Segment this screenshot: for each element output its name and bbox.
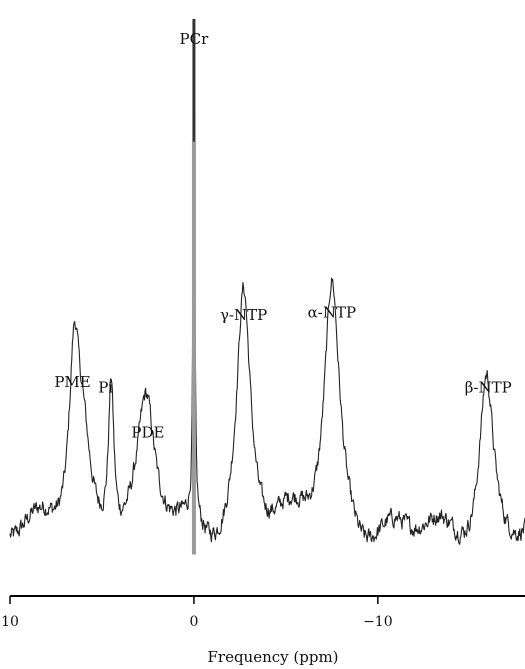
peak-label-4: γ-NTP <box>220 306 267 324</box>
plot-area <box>9 18 525 555</box>
x-axis-label: Frequency (ppm) <box>207 648 338 666</box>
spectrum-line <box>9 21 525 545</box>
x-tick-label-0: 10 <box>1 614 19 630</box>
peak-label-1: PME <box>54 373 90 391</box>
peak-label-5: α-NTP <box>308 303 356 321</box>
peak-label-3: PDE <box>131 423 164 441</box>
x-axis: 10 0 −10 <box>1 595 525 630</box>
x-tick-label-2: −10 <box>363 614 393 630</box>
peak-label-0: PCr <box>180 30 210 48</box>
peak-label-2: Pi <box>98 379 113 397</box>
peak-labels: PCr PME Pi PDE γ-NTP α-NTP β-NTP <box>54 30 511 441</box>
peak-label-6: β-NTP <box>465 379 512 397</box>
x-tick-label-1: 0 <box>189 614 198 630</box>
